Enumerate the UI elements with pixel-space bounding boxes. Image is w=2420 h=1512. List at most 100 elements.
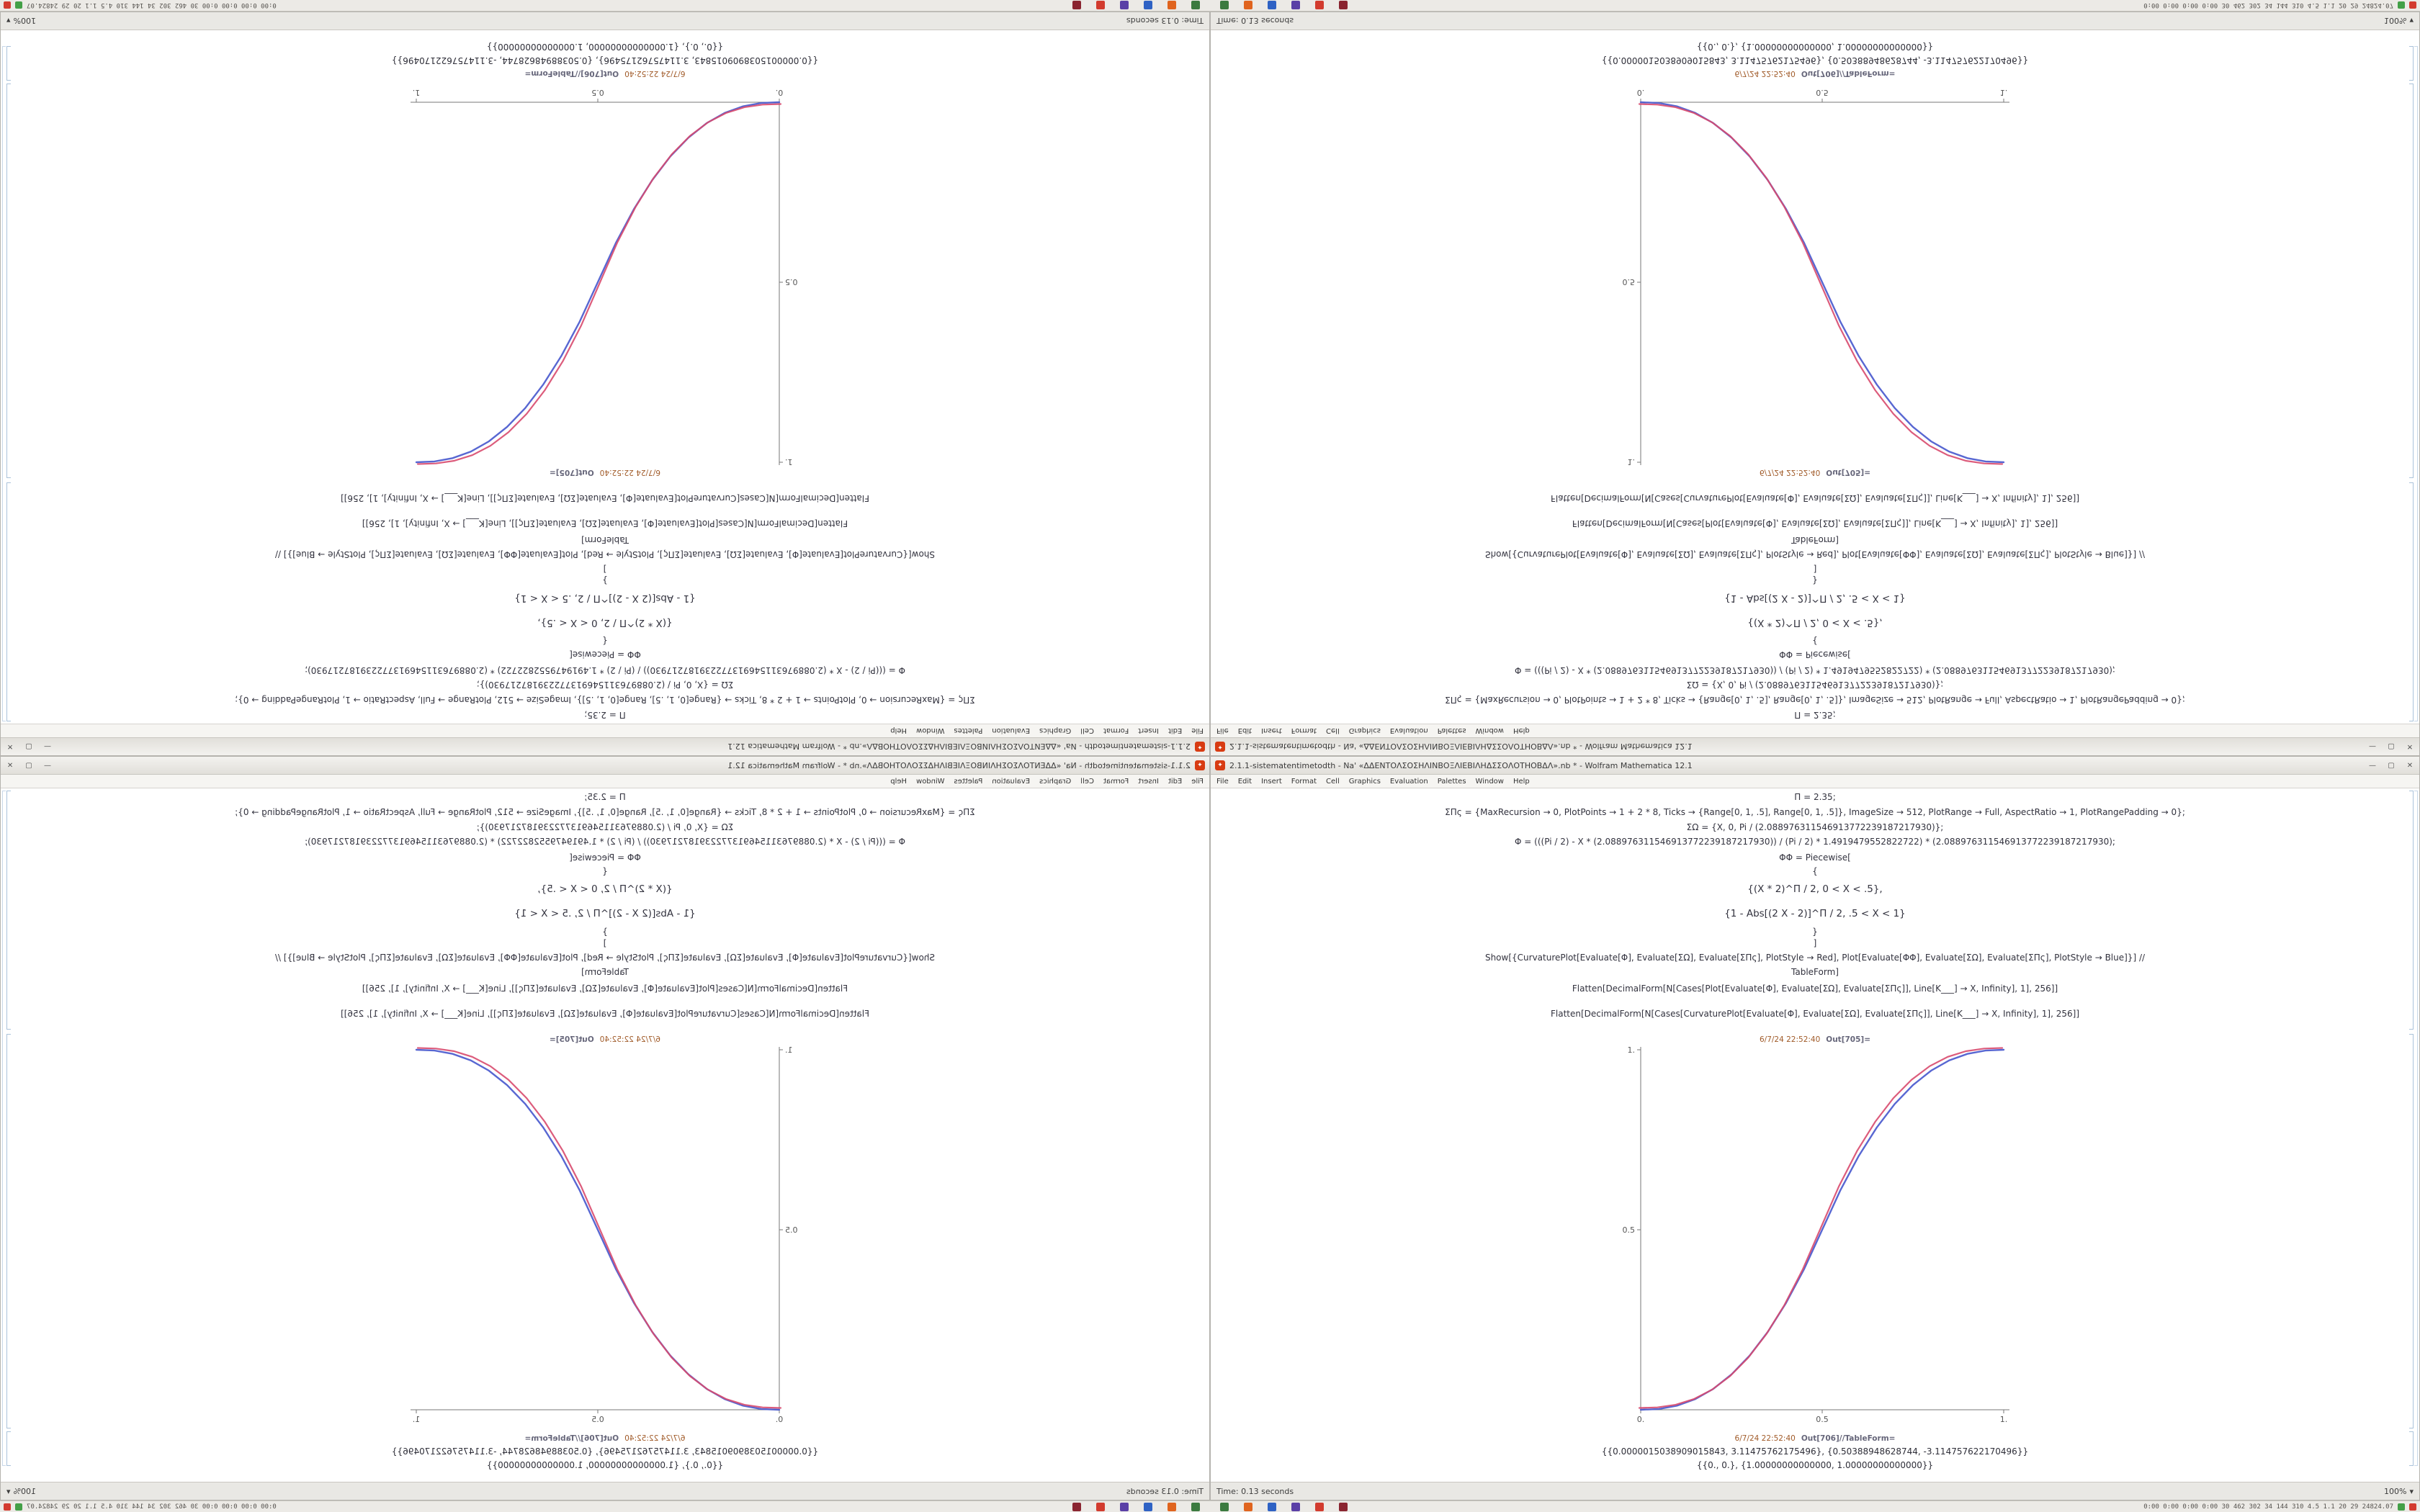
cell-bracket[interactable] <box>2409 482 2414 721</box>
zoom-control[interactable]: 100% ▾ <box>2384 17 2414 26</box>
menu-item-help[interactable]: Help <box>890 777 908 786</box>
menu-item-cell[interactable]: Cell <box>1326 777 1340 786</box>
cell-group-bracket[interactable] <box>2414 46 2418 721</box>
code-line[interactable]: ΦΦ = Piecewise[ <box>1779 852 1851 863</box>
menu-item-evaluation[interactable]: Evaluation <box>1389 726 1428 735</box>
menu-item-graphics[interactable]: Graphics <box>1039 726 1072 735</box>
output-plot[interactable]: 0. 0.5 1. 0.5 1. <box>409 84 801 465</box>
code-line[interactable]: TableForm] <box>581 967 629 977</box>
menu-item-palettes[interactable]: Palettes <box>1437 777 1466 786</box>
tray-icon-green[interactable] <box>15 1503 22 1511</box>
cell-bracket[interactable] <box>6 1431 11 1466</box>
menu-item-format[interactable]: Format <box>1103 777 1129 786</box>
taskbar-app-icon-1[interactable] <box>1191 1503 1200 1511</box>
code-line[interactable]: Π = 2.35; <box>584 792 626 802</box>
zoom-control[interactable]: 100% ▾ <box>2384 1487 2414 1496</box>
menu-item-cell[interactable]: Cell <box>1080 777 1094 786</box>
taskbar-app-icon-1[interactable] <box>1191 1 1200 9</box>
code-line[interactable]: ΦΦ = Piecewise[ <box>569 852 641 863</box>
code-line[interactable]: ] <box>1813 938 1817 948</box>
minimize-button[interactable]: — <box>44 761 51 770</box>
cell-bracket[interactable] <box>6 84 11 478</box>
code-line[interactable]: { <box>602 866 608 876</box>
code-line[interactable]: ΣΩ = {X, 0, Pi / (2.08897631154691377223… <box>1686 822 1944 832</box>
taskbar-app-icon-5[interactable] <box>1096 1 1105 9</box>
cell-bracket[interactable] <box>6 482 11 721</box>
tray-icon-green[interactable] <box>15 1 22 9</box>
taskbar-app-icon-6[interactable] <box>1339 1503 1348 1511</box>
taskbar-app-icon-2[interactable] <box>1244 1503 1252 1511</box>
tray-icon-green[interactable] <box>2398 1 2405 9</box>
code-line[interactable]: ] <box>603 938 607 948</box>
taskbar-app-icon-3[interactable] <box>1268 1 1276 9</box>
cell-bracket[interactable] <box>2409 791 2414 1030</box>
menu-item-graphics[interactable]: Graphics <box>1348 726 1381 735</box>
minimize-button[interactable]: — <box>44 742 51 751</box>
menu-item-evaluation[interactable]: Evaluation <box>992 777 1031 786</box>
code-line[interactable]: ΣΠς = {MaxRecursion → 0, PlotPoints → 1 … <box>1445 807 2185 817</box>
minimize-button[interactable]: — <box>2369 742 2376 751</box>
code-line[interactable]: } <box>1812 927 1818 937</box>
cell-bracket[interactable] <box>2409 1034 2414 1428</box>
code-line[interactable]: } <box>602 927 608 937</box>
menu-item-file[interactable]: File <box>1216 777 1229 786</box>
code-line[interactable]: {(X * 2)^Π / 2, 0 < X < .5}, <box>1747 883 1883 895</box>
menu-item-format[interactable]: Format <box>1291 726 1317 735</box>
code-line[interactable]: Flatten[DecimalForm[N[Cases[CurvaturePlo… <box>1550 1009 2079 1019</box>
code-line[interactable]: TableForm] <box>1791 967 1839 977</box>
code-line[interactable]: Show[{CurvaturePlot[Evaluate[Φ], Evaluat… <box>1484 549 2146 559</box>
cell-group-bracket[interactable] <box>2 791 6 1466</box>
cell-group-bracket[interactable] <box>2414 791 2418 1466</box>
menu-item-file[interactable]: File <box>1191 726 1204 735</box>
menu-item-palettes[interactable]: Palettes <box>954 726 983 735</box>
code-line[interactable]: {1 - Abs[(2 X - 2)]^Π / 2, .5 < X < 1} <box>514 593 696 604</box>
code-line[interactable]: { <box>602 636 608 646</box>
menu-item-format[interactable]: Format <box>1291 777 1317 786</box>
code-line[interactable]: Φ = (((Pi / 2) - X * (2.0889763115469137… <box>1515 665 2115 675</box>
cell-bracket[interactable] <box>6 1034 11 1428</box>
taskbar-app-icon-5[interactable] <box>1315 1503 1324 1511</box>
close-button[interactable]: ✕ <box>6 761 14 770</box>
code-line[interactable]: Show[{CurvaturePlot[Evaluate[Φ], Evaluat… <box>274 953 936 963</box>
code-line[interactable]: {(X * 2)^Π / 2, 0 < X < .5}, <box>1747 617 1883 629</box>
menu-item-cell[interactable]: Cell <box>1326 726 1340 735</box>
tray-icon-green[interactable] <box>2398 1503 2405 1511</box>
taskbar-app-icon-3[interactable] <box>1268 1503 1276 1511</box>
menu-item-edit[interactable]: Edit <box>1168 726 1183 735</box>
tray-icon-red[interactable] <box>2409 1 2416 9</box>
cell-bracket[interactable] <box>2409 46 2414 81</box>
taskbar-app-icon-6[interactable] <box>1072 1503 1081 1511</box>
code-line[interactable]: Flatten[DecimalForm[N[Cases[Plot[Evaluat… <box>362 984 848 994</box>
code-line[interactable]: Show[{CurvaturePlot[Evaluate[Φ], Evaluat… <box>274 549 936 559</box>
menu-item-edit[interactable]: Edit <box>1237 726 1252 735</box>
menu-item-graphics[interactable]: Graphics <box>1039 777 1072 786</box>
code-line[interactable]: {1 - Abs[(2 X - 2)]^Π / 2, .5 < X < 1} <box>514 908 696 919</box>
code-line[interactable]: ] <box>1813 564 1817 574</box>
menu-item-graphics[interactable]: Graphics <box>1348 777 1381 786</box>
maximize-button[interactable]: ▢ <box>25 761 32 770</box>
code-line[interactable]: ΣΠς = {MaxRecursion → 0, PlotPoints → 1 … <box>1445 695 2185 705</box>
code-line[interactable]: { <box>1812 636 1818 646</box>
taskbar-app-icon-2[interactable] <box>1168 1503 1176 1511</box>
menu-item-window[interactable]: Window <box>1475 726 1504 735</box>
code-line[interactable]: Φ = (((Pi / 2) - X * (2.0889763115469137… <box>1515 837 2115 847</box>
taskbar-app-icon-5[interactable] <box>1315 1 1324 9</box>
minimize-button[interactable]: — <box>2369 761 2376 770</box>
code-line[interactable]: ] <box>603 564 607 574</box>
code-line[interactable]: Π = 2.35; <box>1794 792 1836 802</box>
code-line[interactable]: Φ = (((Pi / 2) - X * (2.0889763115469137… <box>305 837 905 847</box>
taskbar-app-icon-3[interactable] <box>1144 1 1152 9</box>
code-line[interactable]: Π = 2.35; <box>584 710 626 720</box>
taskbar-app-icon-6[interactable] <box>1339 1 1348 9</box>
code-line[interactable]: Flatten[DecimalForm[N[Cases[Plot[Evaluat… <box>1572 984 2058 994</box>
maximize-button[interactable]: ▢ <box>2388 742 2395 751</box>
code-line[interactable]: ΦΦ = Piecewise[ <box>569 649 641 660</box>
menu-item-cell[interactable]: Cell <box>1080 726 1094 735</box>
tray-icon-red[interactable] <box>4 1 11 9</box>
menu-item-window[interactable]: Window <box>916 777 945 786</box>
menu-item-file[interactable]: File <box>1191 777 1204 786</box>
code-line[interactable]: TableForm] <box>1791 535 1839 545</box>
menu-item-format[interactable]: Format <box>1103 726 1129 735</box>
code-line[interactable]: } <box>602 575 608 585</box>
code-line[interactable]: } <box>1812 575 1818 585</box>
